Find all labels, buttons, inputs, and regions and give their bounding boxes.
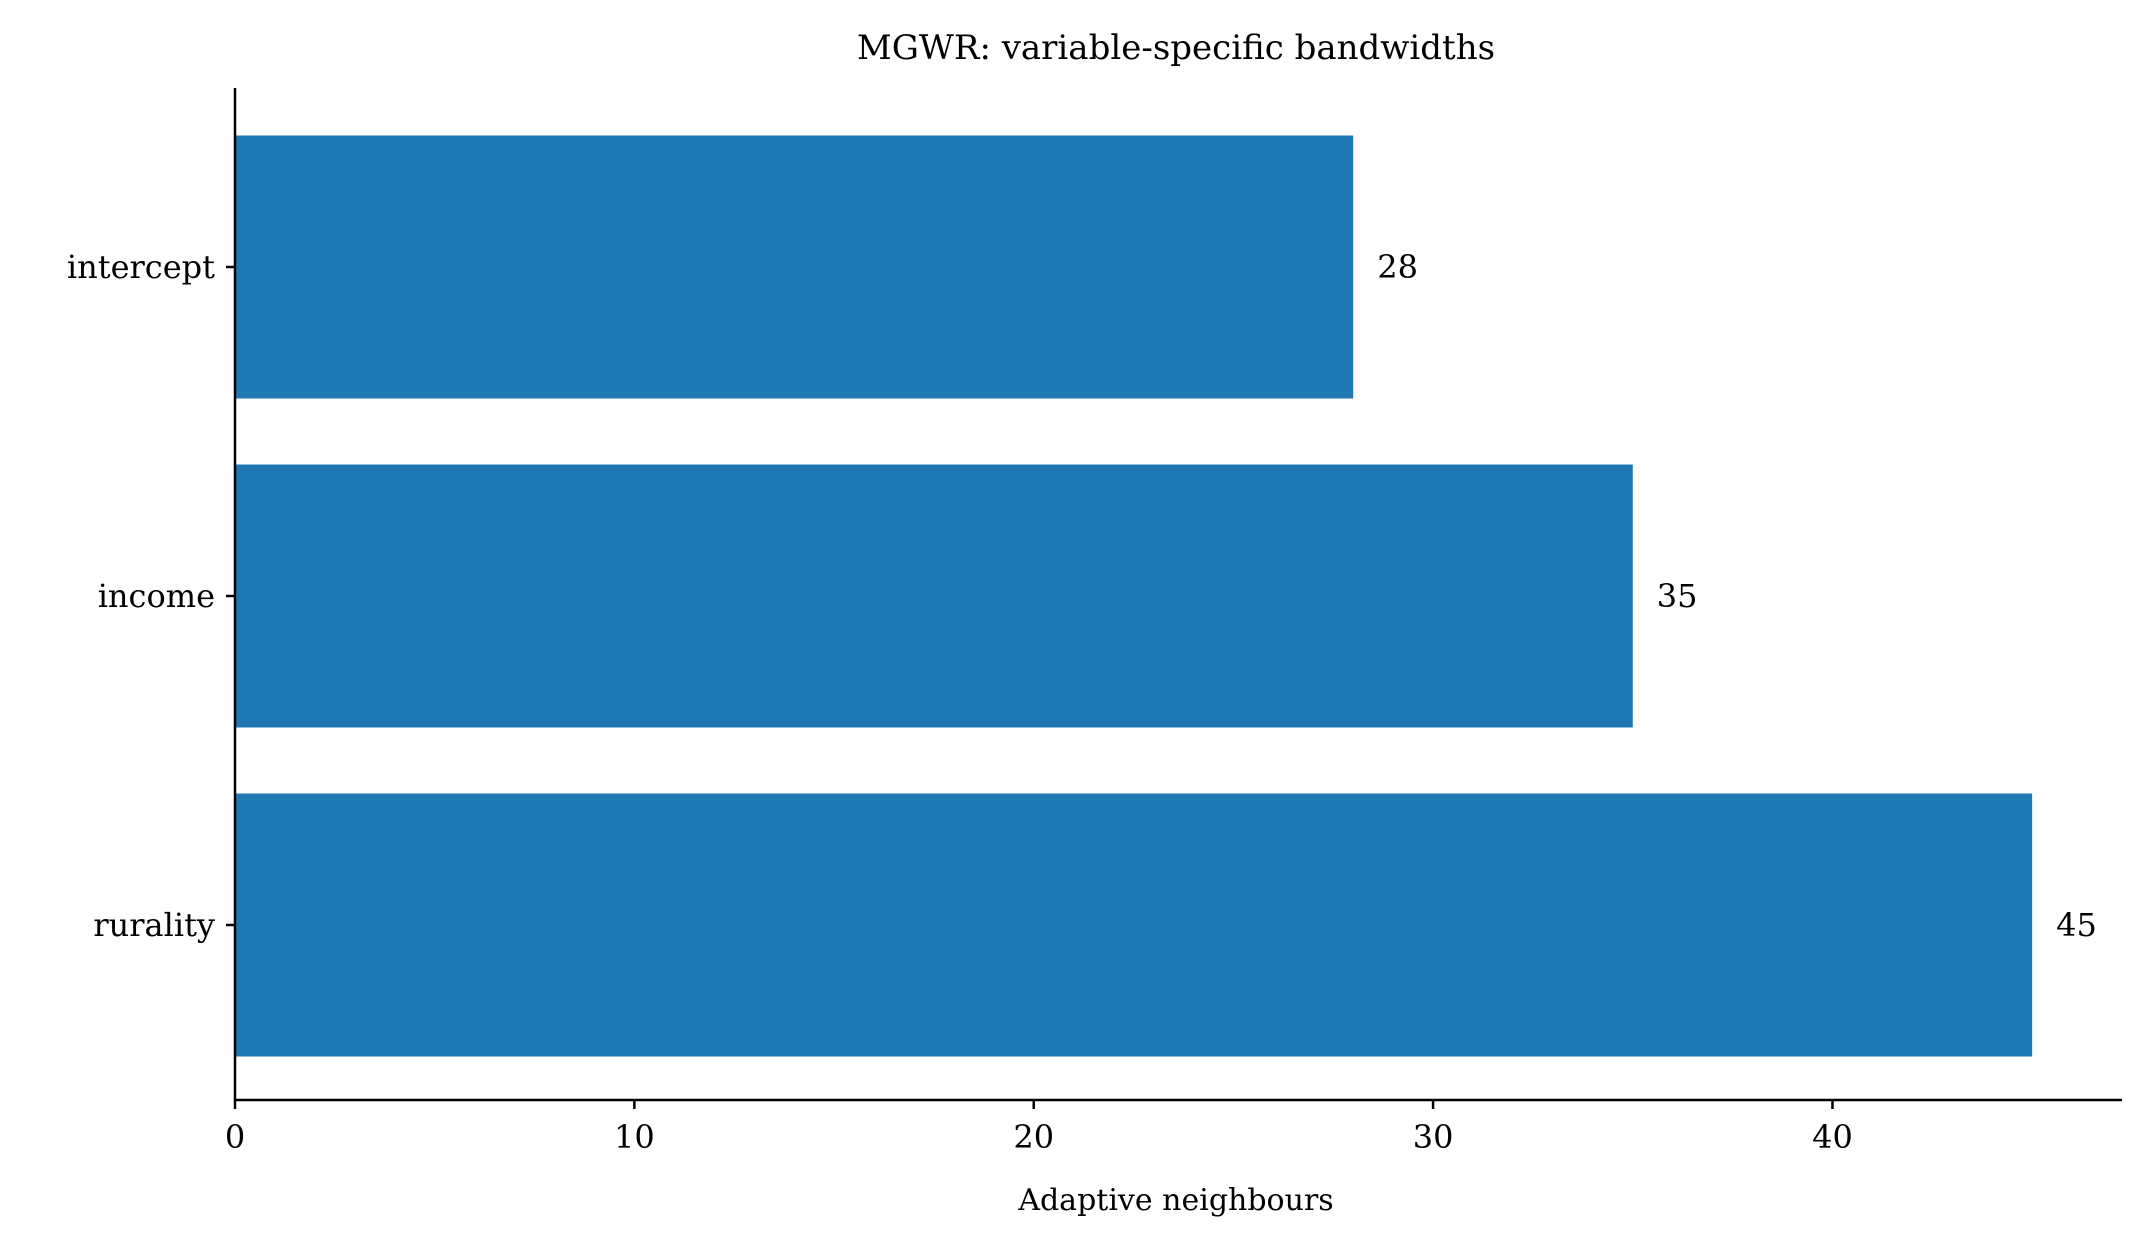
- axes-layer: [233, 88, 2122, 1102]
- x-tick-label-0: 0: [225, 1118, 245, 1156]
- bar-value-label-income: 35: [1657, 577, 1698, 615]
- x-tick-label-10: 10: [614, 1118, 655, 1156]
- bar-intercept: [235, 135, 1354, 399]
- bar-value-label-intercept: 28: [1377, 248, 1418, 286]
- y-tick-label-rurality: rurality: [93, 906, 215, 944]
- ticks-layer: intercept income rurality 0 10 20 30 40: [67, 248, 1853, 1156]
- bar-value-label-rurality: 45: [2056, 906, 2097, 944]
- bars-layer: 28 35 45: [235, 135, 2097, 1057]
- bar-income: [235, 464, 1633, 728]
- chart-title: MGWR: variable-specific bandwidths: [857, 28, 1495, 68]
- y-tick-label-intercept: intercept: [67, 248, 215, 286]
- x-axis-label: Adaptive neighbours: [1017, 1183, 1333, 1218]
- x-tick-label-20: 20: [1013, 1118, 1054, 1156]
- bar-rurality: [235, 793, 2033, 1057]
- x-tick-label-40: 40: [1812, 1118, 1853, 1156]
- y-tick-label-income: income: [98, 577, 215, 615]
- x-tick-label-30: 30: [1413, 1118, 1454, 1156]
